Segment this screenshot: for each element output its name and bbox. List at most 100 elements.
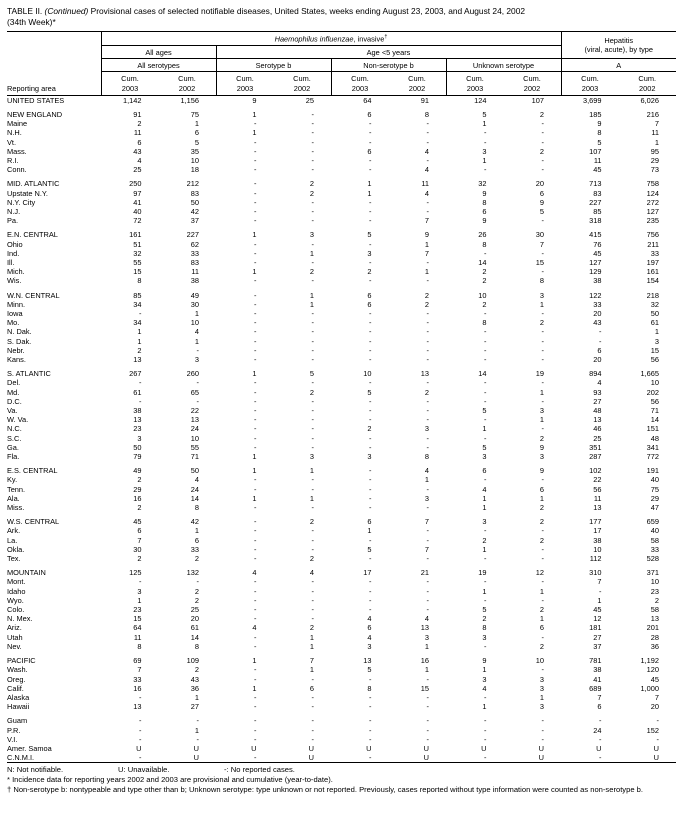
reporting-area-cell: La.	[7, 535, 18, 545]
value-cell: 41	[133, 197, 142, 207]
value-cell: 6	[367, 517, 372, 527]
value-cell: 1	[482, 155, 487, 165]
table-row: Hawaii 13 27- - - -1 3 6 20	[7, 702, 676, 711]
value-cell: -	[426, 119, 429, 129]
value-cell: -	[311, 308, 314, 318]
value-cell: 2	[424, 299, 429, 309]
value-cell: -	[484, 433, 487, 443]
value-cell: -	[311, 415, 314, 425]
table-row: Conn. 25 18 - - - 4 - - 45 73	[7, 165, 676, 174]
hepatitis-label-line2: (viral, acute), by type	[584, 45, 654, 55]
value-cell: 23	[133, 605, 142, 615]
value-cell: 125	[129, 568, 142, 578]
value-cell: -	[541, 327, 544, 337]
value-cell: 14	[650, 415, 659, 425]
value-cell: 4	[424, 466, 429, 476]
value-cell: 4	[424, 165, 429, 175]
value-cell: -	[311, 276, 314, 286]
value-cell: -	[369, 206, 372, 216]
value-cell: 1	[252, 128, 257, 138]
value-cell: 689	[589, 683, 602, 693]
value-cell: 756	[646, 230, 659, 240]
value-cell: 1,665	[640, 369, 660, 379]
value-cell: 4	[367, 632, 372, 642]
value-cell: -	[254, 424, 257, 434]
title-continued: (Continued)	[44, 6, 89, 16]
value-cell: 9	[597, 119, 602, 129]
reporting-area-cell: N.Y. City	[7, 197, 36, 207]
value-cell: 1	[424, 267, 429, 277]
value-cell: 1	[194, 526, 199, 536]
value-cell: 7	[539, 239, 544, 249]
table-row: Idaho 3 2 - - - - 1 1 - 23	[7, 587, 676, 596]
reporting-area-cell: S. Dak.	[7, 336, 32, 346]
value-cell: 2	[482, 299, 487, 309]
value-cell: 49	[133, 466, 142, 476]
value-cell: -	[426, 318, 429, 328]
value-cell: 8	[482, 318, 487, 328]
value-cell: 4	[194, 327, 199, 337]
value-cell: -	[254, 155, 257, 165]
reporting-area-cell: Ohio	[7, 239, 23, 249]
table-row: W.S. CENTRAL 45 42 - 2 6 7 3 2 177 659	[7, 517, 676, 526]
value-cell: -	[369, 197, 372, 207]
value-cell: 11	[421, 179, 429, 189]
value-cell: U	[538, 753, 544, 763]
value-cell: 3	[482, 674, 487, 684]
value-cell: -	[139, 378, 142, 388]
value-cell: -	[484, 716, 487, 726]
value-cell: 8	[482, 197, 487, 207]
value-cell: U	[193, 743, 199, 753]
value-cell: 351	[589, 442, 602, 452]
reporting-area-cell: Iowa	[7, 308, 23, 318]
col-header-cum-2003-2: Cum. 2003	[215, 71, 274, 96]
table-row: Tex. 2 2 - 2 - - - - 112 528	[7, 554, 676, 563]
value-cell: 12	[593, 614, 602, 624]
value-cell: 6	[482, 206, 487, 216]
value-cell: 1	[194, 308, 199, 318]
value-cell: -	[254, 327, 257, 337]
value-cell: -	[426, 327, 429, 337]
value-cell: 61	[650, 318, 659, 328]
table-row: Amer. Samoa U U U U U U U U U U	[7, 744, 676, 753]
value-cell: 71	[650, 406, 659, 416]
value-cell: 22	[593, 475, 602, 485]
value-cell: -	[369, 466, 372, 476]
table-row: C.N.M.I. - U - U - U - U - U	[7, 753, 676, 763]
value-cell: -	[541, 165, 544, 175]
col-group-hepatitis: Hepatitis (viral, acute), by type	[560, 30, 676, 60]
table-row: S. Dak. 1 1 - - - - - - - 3	[7, 337, 676, 346]
value-cell: 9	[424, 230, 429, 240]
reporting-area-cell: Ala.	[7, 493, 20, 503]
reporting-area-cell: Calif.	[7, 683, 24, 693]
value-cell: 17	[363, 568, 372, 578]
value-cell: 45	[593, 165, 602, 175]
value-cell: 124	[474, 95, 487, 105]
hib-invasive-label: , invasive	[353, 34, 385, 44]
value-cell: 7	[424, 517, 429, 527]
reporting-area-cell: N.C.	[7, 424, 22, 434]
value-cell: 75	[650, 484, 659, 494]
value-cell: 1	[309, 641, 314, 651]
value-cell: 3	[367, 248, 372, 258]
value-cell: -	[139, 396, 142, 406]
value-cell: 1	[424, 475, 429, 485]
value-cell: 2	[482, 276, 487, 286]
value-cell: 72	[133, 216, 142, 226]
col-header-reporting-area: Reporting area	[7, 31, 102, 96]
value-cell: 2	[194, 586, 199, 596]
value-cell: 4	[424, 614, 429, 624]
value-cell: -	[254, 239, 257, 249]
col-header-cum-2003-4: Cum. 2003	[330, 71, 389, 96]
value-cell: -	[426, 345, 429, 355]
value-cell: -	[369, 155, 372, 165]
value-cell: 3	[194, 355, 199, 364]
col-group-unknown-serotype: Unknown serotype	[445, 58, 561, 73]
value-cell: -	[369, 716, 372, 726]
value-cell: 76	[593, 239, 602, 249]
value-cell: 13	[363, 656, 372, 666]
hepatitis-label-line1: Hepatitis	[604, 35, 634, 45]
value-cell: 1	[539, 614, 544, 624]
value-cell: -	[541, 119, 544, 129]
value-cell: 29	[133, 484, 142, 494]
